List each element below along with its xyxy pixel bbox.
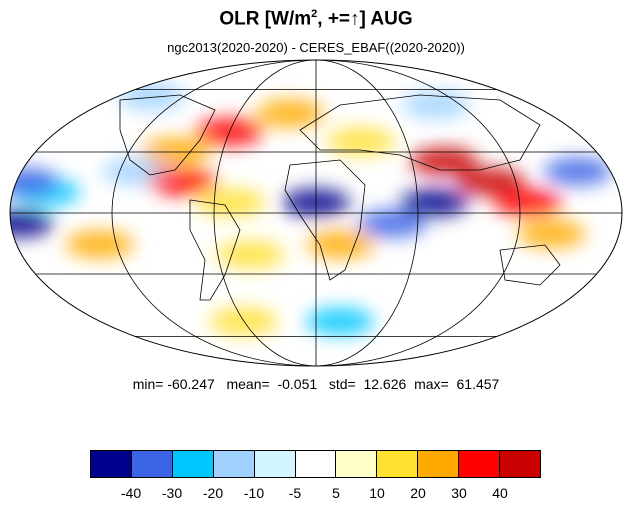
colorbar-tick-label: -10 xyxy=(243,485,265,501)
min-value: -60.247 xyxy=(167,376,215,392)
australia-outline xyxy=(499,244,561,286)
anomaly-patch xyxy=(456,167,525,196)
graticule-meridian-120 xyxy=(111,60,521,366)
anomaly-patch xyxy=(543,157,612,186)
plot-subtitle: ngc2013(2020-2020) - CERES_EBAF((2020-20… xyxy=(167,40,465,55)
plot-title: OLR [W/m2, +=↑] AUG xyxy=(0,8,632,30)
colorbar-box xyxy=(131,451,173,477)
max-value: 61.457 xyxy=(456,376,500,392)
anomaly-patch xyxy=(142,137,211,166)
graticule xyxy=(10,60,622,366)
anomaly-patch xyxy=(409,147,478,176)
anomaly-patch xyxy=(10,209,54,238)
olr-anomaly-field xyxy=(10,82,612,336)
anomaly-patch xyxy=(358,209,427,238)
title-superscript: 2 xyxy=(311,8,318,20)
colorbar-box xyxy=(377,451,419,477)
anomaly-patch xyxy=(306,307,375,336)
min-label: min= xyxy=(132,376,164,392)
colorbar-tick-label: 20 xyxy=(410,485,426,501)
anomaly-patch xyxy=(256,99,325,128)
colorbar-tick-label: 30 xyxy=(451,485,467,501)
anomaly-patch xyxy=(400,188,469,217)
globe-border xyxy=(9,59,623,367)
colorbar xyxy=(90,450,541,478)
anomaly-patch xyxy=(116,82,185,111)
anomaly-patch xyxy=(402,90,471,119)
colorbar-tick-label: -20 xyxy=(202,485,224,501)
colorbar-tick-label: 10 xyxy=(369,485,385,501)
eurasia-outline xyxy=(299,94,541,171)
std-value: 12.626 xyxy=(363,376,407,392)
statistics-line: min= -60.247 mean= -0.051 std= 12.626 ma… xyxy=(0,376,632,392)
graticule-meridian-60 xyxy=(213,60,419,366)
colorbar-box xyxy=(418,451,460,477)
colorbar-box xyxy=(254,451,296,477)
colorbar-box xyxy=(213,451,255,477)
mean-value: -0.051 xyxy=(277,376,318,392)
colorbar-box xyxy=(172,451,214,477)
colorbar-tick-label: 40 xyxy=(492,485,508,501)
africa-outline xyxy=(284,159,366,281)
colorbar-tick-label: 5 xyxy=(332,485,340,501)
colorbar-box xyxy=(459,451,501,477)
title-main: OLR [W/m xyxy=(219,8,312,30)
anomaly-patch xyxy=(216,240,285,269)
north-america-outline xyxy=(119,94,216,176)
anomaly-patch xyxy=(65,230,134,259)
mean-label: mean= xyxy=(226,376,270,392)
colorbar-box xyxy=(336,451,378,477)
colorbar-box xyxy=(295,451,337,477)
std-label: std= xyxy=(328,376,356,392)
colorbar-tick-label: -30 xyxy=(161,485,183,501)
anomaly-patch xyxy=(10,167,59,196)
title-tail: , +=↑] AUG xyxy=(317,8,413,30)
colorbar-tick-label: -5 xyxy=(288,485,302,501)
max-label: max= xyxy=(414,376,449,392)
colorbar-box xyxy=(500,451,540,477)
anomaly-patch xyxy=(327,127,396,156)
colorbar-box xyxy=(91,451,132,477)
anomaly-patch xyxy=(306,230,375,259)
anomaly-patch xyxy=(517,219,586,248)
continent-outlines xyxy=(119,94,561,301)
colorbar-tick-label: -40 xyxy=(120,485,142,501)
anomaly-patch xyxy=(148,167,217,196)
anomaly-patch xyxy=(494,188,563,217)
mollweide-map xyxy=(9,59,623,367)
